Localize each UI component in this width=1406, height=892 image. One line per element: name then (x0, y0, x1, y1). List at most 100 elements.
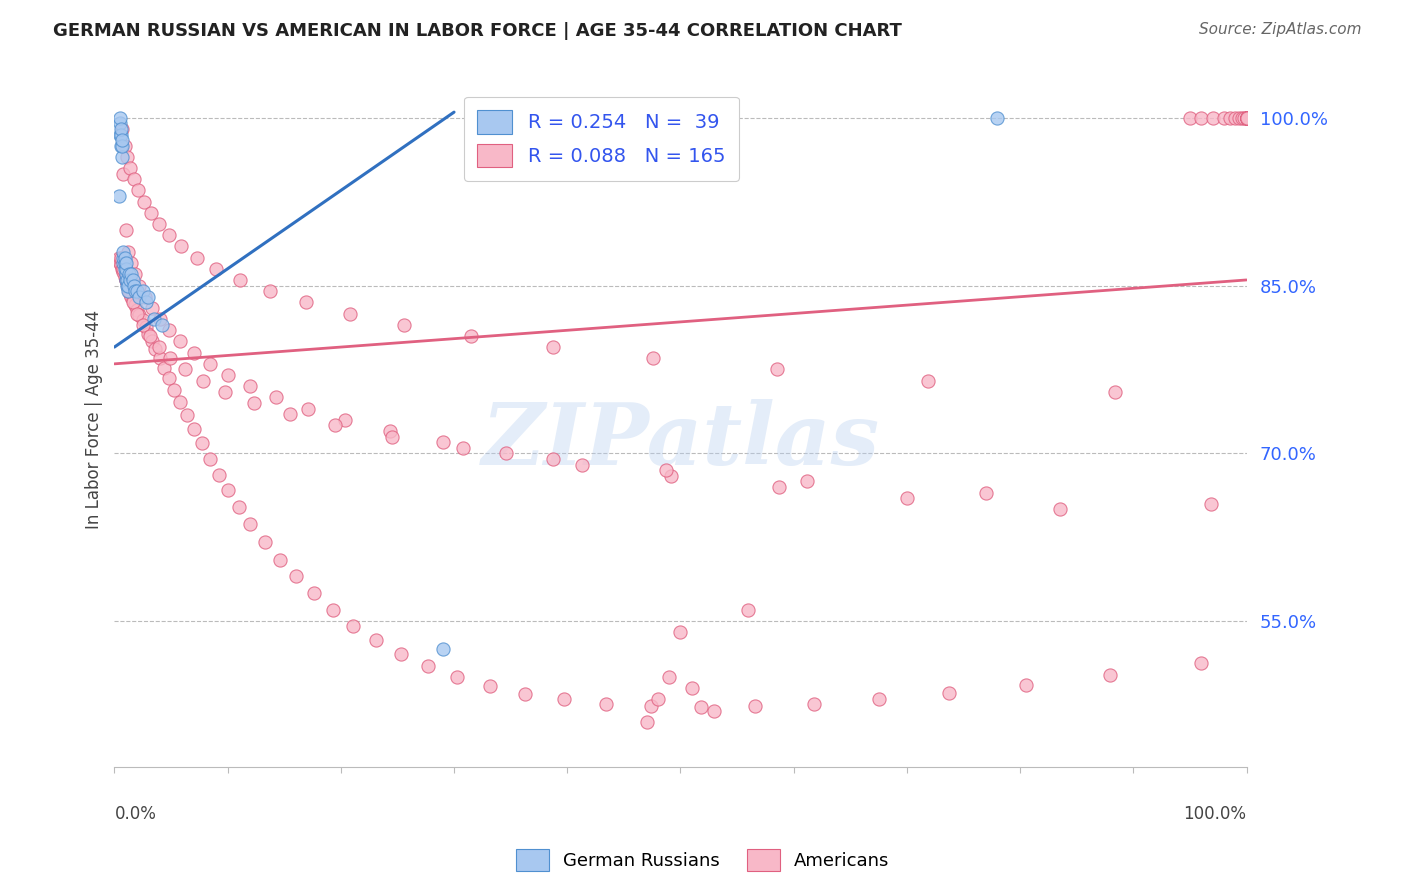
Point (117, 278, 139, 293)
Point (284, 569, 307, 583)
Point (278, 407, 301, 421)
Point (768, 480, 790, 494)
Point (1236, 111, 1258, 125)
Point (381, 429, 404, 443)
Point (495, 446, 517, 460)
Point (110, 259, 132, 273)
Point (108, 256, 131, 270)
Point (1098, 668, 1121, 682)
Point (744, 699, 766, 714)
Point (120, 290, 142, 304)
Point (111, 261, 134, 276)
Point (111, 138, 134, 153)
Point (394, 318, 416, 332)
Point (896, 491, 918, 505)
Point (689, 700, 711, 714)
Point (149, 312, 172, 326)
Point (112, 256, 135, 270)
Point (141, 334, 163, 349)
Point (163, 383, 186, 397)
Point (269, 552, 291, 566)
Point (1236, 111, 1258, 125)
Point (124, 268, 146, 282)
Point (322, 603, 344, 617)
Point (120, 268, 142, 282)
Point (1189, 656, 1212, 670)
Point (117, 244, 139, 259)
Point (114, 273, 136, 287)
Point (117, 281, 139, 295)
Point (1219, 111, 1241, 125)
Point (114, 269, 136, 284)
Point (1236, 111, 1258, 125)
Point (114, 261, 136, 276)
Point (117, 284, 139, 298)
Point (1236, 111, 1258, 125)
Point (114, 256, 136, 270)
Point (266, 391, 288, 405)
Point (868, 692, 890, 706)
Point (148, 340, 170, 354)
Point (460, 329, 482, 343)
Point (207, 467, 229, 482)
Point (217, 483, 239, 498)
Point (148, 217, 170, 231)
Point (1230, 111, 1253, 125)
Point (118, 284, 141, 298)
Point (229, 273, 252, 287)
Point (170, 239, 193, 253)
Point (364, 633, 387, 648)
Point (1236, 111, 1258, 125)
Point (1236, 111, 1258, 125)
Point (111, 150, 134, 164)
Point (134, 290, 156, 304)
Text: 100.0%: 100.0% (1184, 805, 1247, 823)
Point (446, 670, 468, 684)
Point (228, 500, 250, 514)
Point (159, 351, 181, 366)
Text: ZIPatlas: ZIPatlas (481, 399, 880, 483)
Point (205, 261, 228, 276)
Point (541, 340, 564, 354)
Point (217, 368, 239, 382)
Point (121, 293, 143, 307)
Point (432, 435, 454, 450)
Point (141, 301, 163, 315)
Point (1236, 111, 1258, 125)
Point (120, 273, 142, 287)
Point (143, 343, 166, 357)
Point (125, 284, 148, 298)
Point (112, 261, 135, 276)
Point (342, 618, 364, 632)
Point (198, 452, 221, 467)
Point (339, 306, 361, 320)
Point (108, 116, 131, 130)
Point (416, 659, 439, 673)
Point (114, 273, 136, 287)
Point (139, 206, 162, 220)
Point (658, 670, 681, 684)
Point (128, 290, 150, 304)
Point (132, 194, 155, 209)
Point (974, 485, 997, 500)
Point (143, 312, 166, 326)
Point (1104, 384, 1126, 399)
Point (595, 697, 617, 711)
Point (239, 516, 262, 531)
Point (389, 647, 412, 661)
Point (198, 357, 221, 371)
Point (191, 374, 214, 388)
Point (335, 413, 357, 427)
Point (1201, 497, 1223, 511)
Point (917, 374, 939, 388)
Point (124, 284, 146, 298)
Point (149, 351, 172, 366)
Point (515, 687, 537, 701)
Point (214, 384, 236, 399)
Point (169, 334, 191, 349)
Point (1236, 111, 1258, 125)
Point (115, 273, 138, 287)
Point (120, 256, 142, 270)
Point (169, 395, 191, 409)
Point (153, 361, 176, 376)
